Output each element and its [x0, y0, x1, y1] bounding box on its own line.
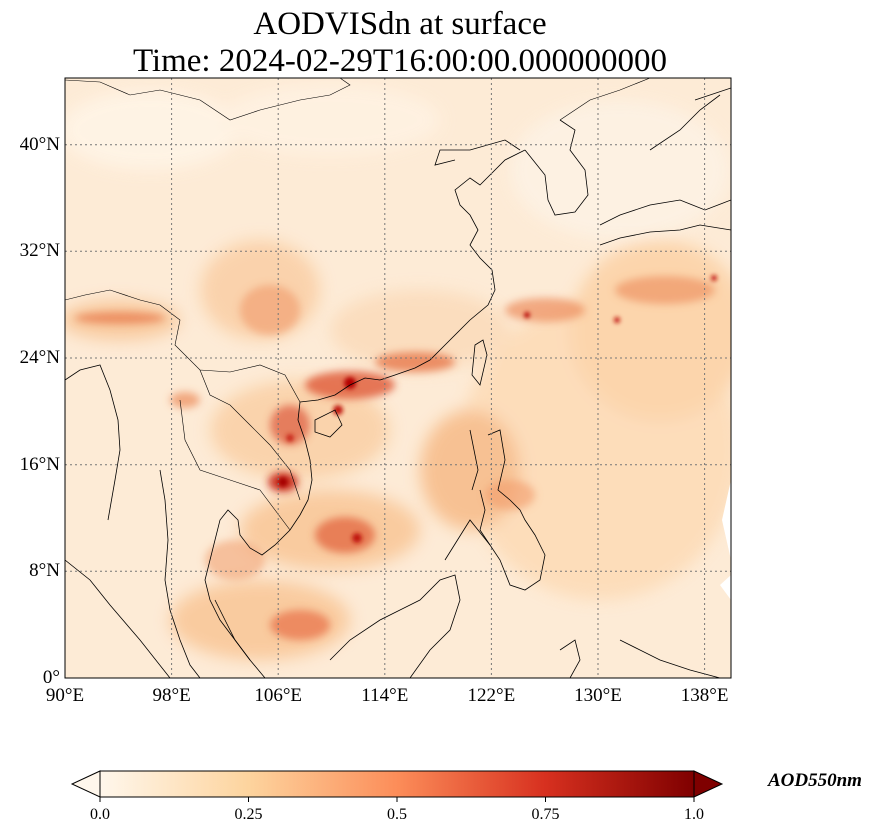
colorbar-tick: 0.25 — [234, 806, 263, 823]
colorbar-tick: 0.5 — [387, 806, 407, 823]
lon-tick: 90°E — [45, 685, 85, 706]
gridlines — [65, 78, 731, 678]
colorbar-extend-low — [70, 770, 101, 798]
lon-tick: 122°E — [467, 685, 516, 706]
lon-tick: 114°E — [361, 685, 409, 706]
lon-tick: 98°E — [152, 685, 191, 706]
colorbar-label: AOD550nm — [768, 770, 862, 791]
lat-tick: 8°N — [29, 560, 60, 581]
map-time-subtitle: Time: 2024-02-29T16:00:00.000000000 — [132, 43, 668, 79]
lat-tick: 16°N — [19, 454, 60, 475]
lon-tick: 138°E — [680, 685, 729, 706]
lat-tick: 40°N — [19, 134, 60, 155]
map-title: AODVISdn at surface — [253, 6, 547, 42]
lon-tick: 130°E — [574, 685, 622, 706]
colorbar — [70, 770, 724, 802]
aod-field — [65, 78, 731, 678]
lat-tick: 24°N — [19, 347, 60, 368]
colorbar-tick: 0.75 — [531, 806, 560, 823]
lat-tick: 32°N — [19, 240, 60, 261]
lon-tick: 106°E — [254, 685, 303, 706]
colorbar-gradient — [100, 771, 694, 797]
map-frame — [64, 77, 732, 679]
colorbar-tick: 1.0 — [684, 806, 704, 823]
coastlines — [65, 78, 731, 678]
lat-tick: 0° — [42, 667, 60, 688]
colorbar-tick: 0.0 — [90, 806, 110, 823]
colorbar-extend-high — [693, 770, 724, 798]
